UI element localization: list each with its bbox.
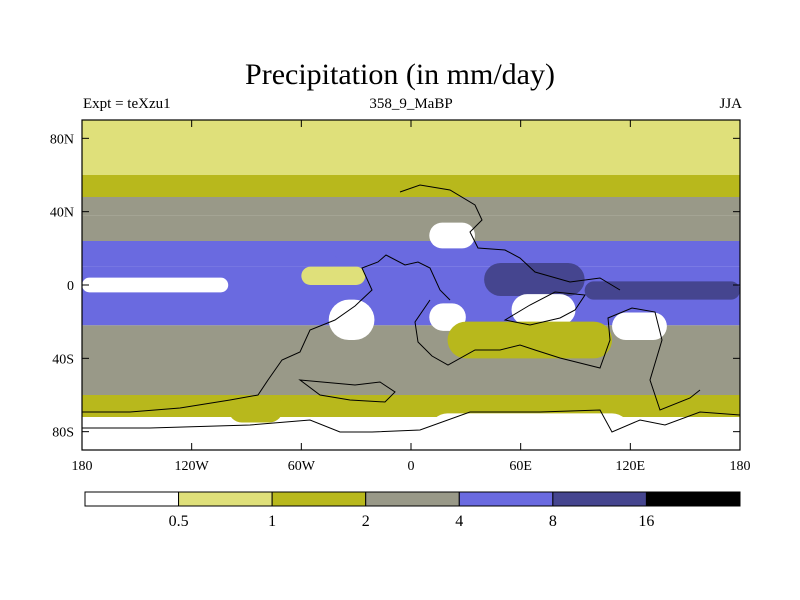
- precip-feature-9: [612, 312, 667, 340]
- experiment-label: Expt = teXzu1: [83, 96, 171, 112]
- colorbar-swatch: [645, 491, 741, 507]
- precip-feature-2: [429, 222, 475, 249]
- y-tick-label: 0: [67, 279, 74, 294]
- precip-feature-12: [228, 395, 284, 423]
- y-tick-label: 40S: [52, 352, 74, 367]
- precip-feature-6: [328, 299, 375, 340]
- precip-feature-1: [82, 255, 338, 267]
- coastline-australia: [503, 291, 586, 326]
- x-tick-label: 120E: [616, 459, 646, 474]
- precip-feature-0: [82, 277, 229, 293]
- coastline-antarctica: [82, 409, 741, 433]
- precip-band-2: [82, 197, 740, 216]
- colorbar: 0.5 1 2 4 8 16: [84, 491, 741, 530]
- colorbar-label: 16: [638, 513, 654, 530]
- y-tick-label: 80S: [52, 426, 74, 441]
- x-tick-label: 180: [730, 459, 751, 474]
- coastline-south-america: [298, 379, 396, 403]
- precip-feature-3: [301, 266, 366, 285]
- colorbar-swatch: [458, 491, 554, 507]
- x-tick-label: 60E: [509, 459, 532, 474]
- x-tick-label: 60W: [288, 459, 316, 474]
- colorbar-label: 1: [268, 513, 276, 530]
- precip-band-1: [82, 175, 740, 197]
- chart-title: Precipitation (in mm/day): [245, 58, 555, 91]
- precip-feature-4: [484, 263, 585, 296]
- precip-band-0: [82, 120, 740, 175]
- x-tick-label: 180: [72, 459, 93, 474]
- x-tick-label: 0: [408, 459, 415, 474]
- precip-band-8: [82, 362, 740, 395]
- y-tick-label: 40N: [50, 206, 74, 221]
- coastline-eurasia: [399, 184, 621, 291]
- colorbar-label: 4: [455, 513, 463, 530]
- precip-band-3: [82, 215, 740, 241]
- colorbar-swatch: [271, 491, 367, 507]
- colorbar-label: 8: [549, 513, 557, 530]
- colorbar-label: 2: [362, 513, 370, 530]
- precip-feature-11: [429, 413, 631, 450]
- season-label: JJA: [719, 96, 742, 112]
- coastline-americas: [82, 254, 451, 413]
- x-axis: 180 120W 60W 0 60E 120E 180: [72, 120, 751, 474]
- colorbar-label: 0.5: [169, 513, 189, 530]
- y-tick-label: 80N: [50, 132, 74, 147]
- precip-feature-5: [584, 281, 740, 300]
- precipitation-map: [82, 120, 740, 450]
- y-axis: 80N 40N 0 40S 80S: [50, 132, 740, 441]
- precip-band-9: [82, 395, 740, 417]
- period-label: 358_9_MaBP: [369, 96, 453, 112]
- precip-feature-8: [511, 294, 576, 326]
- x-tick-label: 120W: [175, 459, 210, 474]
- precip-feature-10: [447, 321, 613, 359]
- colorbar-swatch: [84, 491, 180, 507]
- colorbar-swatch: [552, 491, 647, 507]
- colorbar-swatch: [178, 491, 273, 507]
- colorbar-swatch: [365, 491, 460, 507]
- coastline-africa: [414, 299, 701, 411]
- coastlines: [82, 184, 741, 433]
- precip-feature-7: [429, 303, 466, 331]
